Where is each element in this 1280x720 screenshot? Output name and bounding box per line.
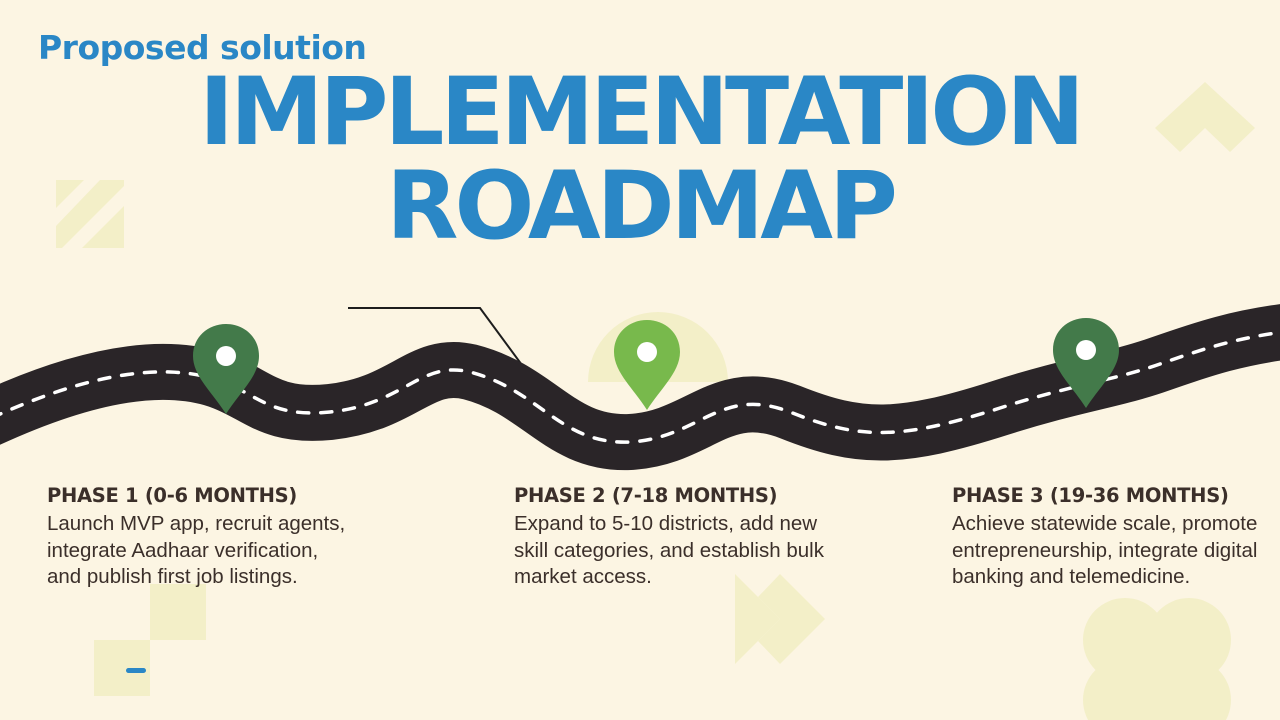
- section-eyebrow: Proposed solution: [38, 28, 367, 67]
- title-line-2: ROADMAP: [386, 152, 898, 261]
- title-line-1: IMPLEMENTATION: [199, 58, 1085, 167]
- phase-3-heading: PHASE 3 (19-36 MONTHS): [952, 484, 1229, 507]
- phase-3-description: Achieve statewide scale, promote entrepr…: [952, 512, 1258, 588]
- striped-square-decor: [56, 180, 124, 248]
- phase-1-heading: PHASE 1 (0-6 MONTHS): [47, 484, 298, 507]
- page-title: IMPLEMENTATION ROADMAP: [0, 66, 1280, 254]
- map-pin-icon: [193, 324, 259, 414]
- phase-2-heading: PHASE 2 (7-18 MONTHS): [514, 484, 778, 507]
- square-decor: [150, 584, 206, 640]
- pointer-line: [348, 307, 531, 377]
- diamond-decor: [735, 574, 780, 664]
- phase-1-block: PHASE 1 (0-6 MONTHS) Launch MVP app, rec…: [47, 484, 347, 591]
- phase-3-block: PHASE 3 (19-36 MONTHS) Achieve statewide…: [952, 484, 1262, 591]
- flower-decor: [1083, 598, 1231, 720]
- diamond-decor: [758, 574, 825, 664]
- phase-1-description: Launch MVP app, recruit agents, integrat…: [47, 512, 346, 588]
- map-pin-icon: [614, 320, 680, 410]
- map-pin-icon: [1053, 318, 1119, 408]
- page-indicator[interactable]: [126, 668, 146, 673]
- phase-2-block: PHASE 2 (7-18 MONTHS) Expand to 5-10 dis…: [514, 484, 834, 591]
- chevron-decor: [1155, 82, 1255, 152]
- phase-2-description: Expand to 5-10 districts, add new skill …: [514, 512, 824, 588]
